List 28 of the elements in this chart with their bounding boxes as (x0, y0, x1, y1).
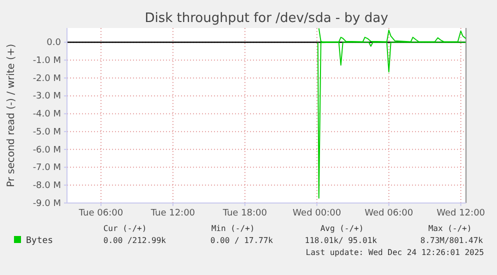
legend-label: Bytes (26, 236, 54, 246)
text: Cur (-/+) (103, 224, 147, 233)
y-tick-label: -1.0 M (32, 56, 61, 66)
y-tick-label: -9.0 M (32, 198, 61, 209)
text: 118.01k/ 95.01k (304, 236, 378, 245)
y-tick-label: -5.0 M (32, 127, 61, 138)
y-tick-label: -3.0 M (32, 92, 61, 102)
x-tick-label: Wed 12:00 (436, 208, 486, 218)
y-tick-label: -8.0 M (32, 181, 61, 192)
y-axis-title: Pr second read (-) / write (+) (6, 44, 17, 188)
y-tick-label: -7.0 M (32, 163, 61, 174)
y-tick-label: 0.0 (46, 38, 62, 48)
text: Min (-/+) (211, 224, 255, 233)
y-tick-label: -4.0 M (32, 110, 61, 120)
text: 0.00 / 17.77k (210, 236, 274, 245)
text: Last update: Wed Dec 24 12:26:01 2025 (306, 248, 484, 257)
text: Avg (-/+) (320, 224, 364, 233)
x-tick-label: Tue 18:00 (222, 208, 268, 218)
x-tick-label: Tue 12:00 (150, 208, 196, 218)
text: Max (-/+) (428, 224, 472, 233)
text: 0.00 /212.99k (103, 236, 166, 245)
y-tick-label: -2.0 M (32, 74, 61, 84)
chart-title: Disk throughput for /dev/sda - by day (144, 11, 389, 26)
x-tick-label: Wed 06:00 (364, 208, 414, 218)
x-tick-label: Tue 06:00 (78, 208, 124, 218)
text: 8.73M/801.47k (420, 236, 484, 245)
x-tick-label: Wed 00:00 (292, 208, 342, 218)
y-tick-label: -6.0 M (32, 145, 61, 156)
